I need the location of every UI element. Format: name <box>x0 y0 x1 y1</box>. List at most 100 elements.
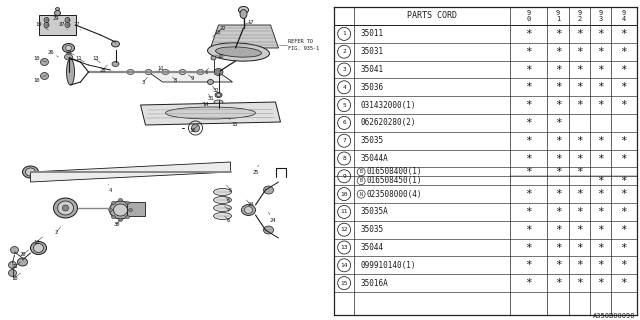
Text: *: * <box>555 260 561 270</box>
Text: 30: 30 <box>113 220 120 228</box>
Text: 9
3: 9 3 <box>598 10 603 22</box>
Text: 31: 31 <box>207 94 214 100</box>
Polygon shape <box>211 25 278 48</box>
Text: 35044A: 35044A <box>360 154 388 163</box>
Circle shape <box>338 170 351 183</box>
Text: *: * <box>555 243 561 252</box>
Circle shape <box>357 190 365 198</box>
Ellipse shape <box>127 69 134 75</box>
Ellipse shape <box>111 216 115 219</box>
Ellipse shape <box>214 196 232 204</box>
Ellipse shape <box>40 59 49 66</box>
Ellipse shape <box>264 186 273 194</box>
Text: 15: 15 <box>340 281 348 286</box>
Ellipse shape <box>8 269 17 276</box>
Text: *: * <box>576 154 583 164</box>
Text: *: * <box>525 207 532 217</box>
Circle shape <box>338 45 351 58</box>
Text: 6: 6 <box>225 196 230 203</box>
Text: 27: 27 <box>73 21 81 30</box>
Ellipse shape <box>65 22 70 28</box>
Text: 35035: 35035 <box>360 225 383 234</box>
Text: *: * <box>621 207 627 217</box>
Text: 26: 26 <box>47 50 58 57</box>
Ellipse shape <box>214 188 232 196</box>
Ellipse shape <box>211 56 216 60</box>
Polygon shape <box>38 15 76 35</box>
Text: *: * <box>525 65 532 75</box>
Text: 12: 12 <box>340 227 348 232</box>
Text: 4: 4 <box>342 85 346 90</box>
Text: 10: 10 <box>33 57 47 62</box>
Text: 5: 5 <box>342 103 346 108</box>
Text: *: * <box>525 260 532 270</box>
Text: *: * <box>525 118 532 128</box>
Text: *: * <box>597 82 604 92</box>
Text: 2: 2 <box>55 227 61 235</box>
Text: *: * <box>555 29 561 39</box>
Text: 10: 10 <box>33 75 47 83</box>
Circle shape <box>338 241 351 254</box>
Text: 19: 19 <box>35 21 49 30</box>
Text: *: * <box>555 118 561 128</box>
Text: *: * <box>597 243 604 252</box>
Ellipse shape <box>207 43 269 61</box>
Text: *: * <box>525 154 532 164</box>
Text: 11: 11 <box>157 66 164 72</box>
Text: *: * <box>576 136 583 146</box>
Text: PARTS CORD: PARTS CORD <box>407 12 457 20</box>
Text: *: * <box>525 82 532 92</box>
Ellipse shape <box>241 204 255 215</box>
Text: *: * <box>597 189 604 199</box>
Text: *: * <box>621 176 627 186</box>
Ellipse shape <box>17 258 28 266</box>
Text: B: B <box>360 178 363 183</box>
Circle shape <box>338 116 351 129</box>
Ellipse shape <box>111 201 115 204</box>
Text: *: * <box>555 136 561 146</box>
Ellipse shape <box>166 107 255 119</box>
Text: *: * <box>525 225 532 235</box>
Text: 6: 6 <box>342 120 346 125</box>
Text: 12: 12 <box>33 237 42 244</box>
Ellipse shape <box>65 45 72 51</box>
Text: *: * <box>576 167 583 177</box>
Circle shape <box>338 63 351 76</box>
Ellipse shape <box>112 61 119 67</box>
Text: 17: 17 <box>246 20 253 25</box>
Text: *: * <box>576 225 583 235</box>
Text: 32: 32 <box>212 86 219 92</box>
Text: 2: 2 <box>342 49 346 54</box>
Ellipse shape <box>214 112 223 116</box>
Text: *: * <box>555 65 561 75</box>
Text: 5: 5 <box>227 185 232 193</box>
Text: *: * <box>597 154 604 164</box>
Text: 22: 22 <box>218 26 226 32</box>
Text: *: * <box>597 100 604 110</box>
Ellipse shape <box>58 201 74 215</box>
Text: A350B00090: A350B00090 <box>593 313 635 319</box>
Ellipse shape <box>216 47 262 57</box>
Ellipse shape <box>63 205 68 211</box>
Text: *: * <box>555 82 561 92</box>
Ellipse shape <box>191 124 200 132</box>
Ellipse shape <box>214 68 223 76</box>
Ellipse shape <box>31 242 47 254</box>
Ellipse shape <box>214 108 223 112</box>
Text: *: * <box>576 100 583 110</box>
Text: *: * <box>621 189 627 199</box>
Text: 1: 1 <box>204 68 209 75</box>
Ellipse shape <box>44 22 49 28</box>
Text: 13: 13 <box>340 245 348 250</box>
Text: 27: 27 <box>58 21 67 30</box>
Text: *: * <box>597 136 604 146</box>
Ellipse shape <box>125 216 129 219</box>
Text: N: N <box>360 192 363 196</box>
Text: 10: 10 <box>12 273 20 281</box>
Text: 8: 8 <box>342 156 346 161</box>
Text: 24: 24 <box>269 212 276 222</box>
Text: 35035A: 35035A <box>360 207 388 216</box>
Text: *: * <box>621 29 627 39</box>
Ellipse shape <box>113 204 127 216</box>
Text: 13: 13 <box>92 57 100 63</box>
